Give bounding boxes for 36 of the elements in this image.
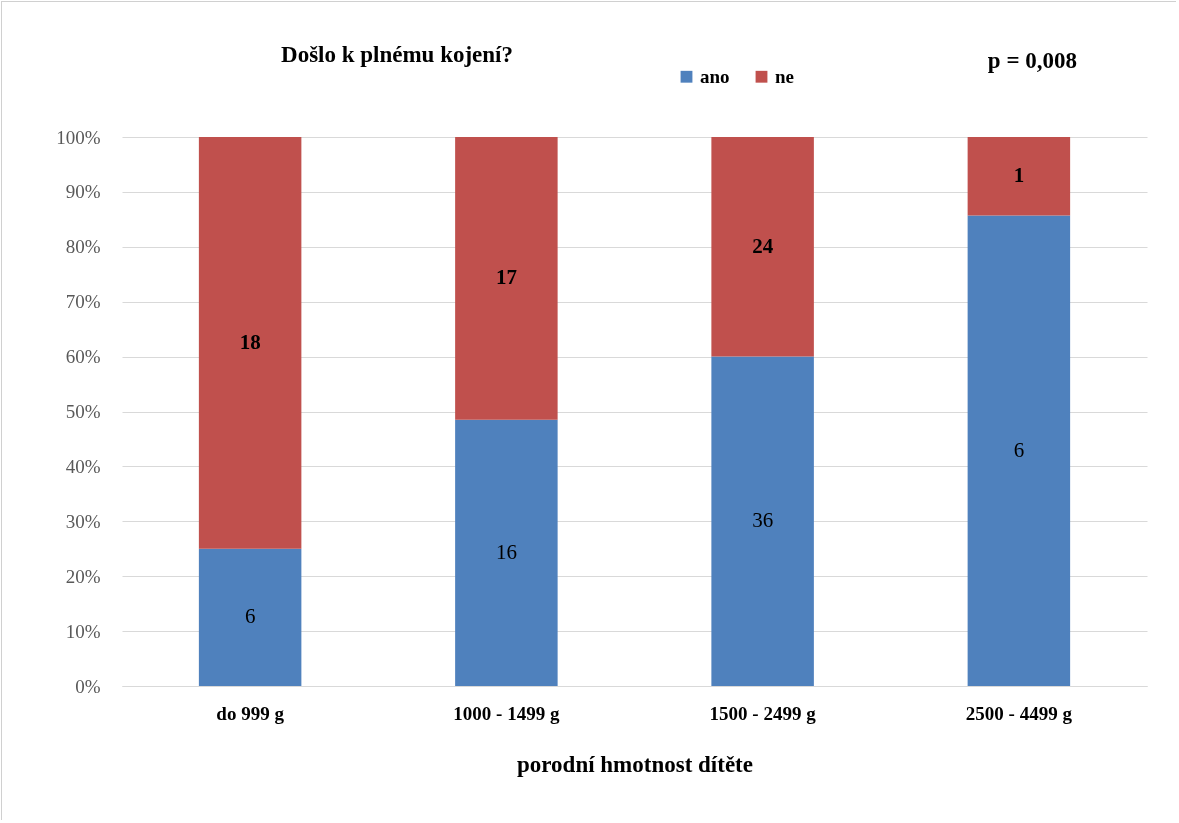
y-tick-label: 80% (65, 236, 101, 258)
annotation: 16 (495, 539, 517, 564)
x-tick-label: 2500 - 4499 g (965, 702, 1073, 724)
y-tick-label: 100% (56, 126, 101, 148)
bar (967, 215, 1071, 686)
x-tick-label: 1500 - 2499 g (709, 702, 817, 724)
annotation: 18 (239, 329, 261, 354)
y-tick-label: 90% (65, 181, 101, 203)
y-tick-label: 10% (65, 620, 101, 642)
x-tick-label: 1000 - 1499 g (453, 702, 560, 724)
y-tick-label: 20% (65, 565, 101, 587)
y-tick-label: 30% (65, 510, 101, 532)
annotation: 1 (1013, 163, 1025, 188)
annotation: 24 (752, 233, 774, 258)
bar (198, 548, 302, 686)
x-tick-label: do 999 g (216, 702, 285, 724)
bar (198, 137, 302, 549)
y-tick-label: 50% (65, 401, 101, 422)
bar (455, 419, 558, 686)
y-tick-label: 70% (65, 291, 101, 313)
bar (967, 137, 1071, 216)
legend-label: ano (700, 65, 730, 87)
bar (711, 356, 814, 686)
chart-title: Došlo k plnému kojení? (281, 42, 513, 67)
y-tick-label: 0% (75, 675, 101, 697)
annotation: 36 (752, 508, 774, 533)
text: p = 0,008 (987, 48, 1077, 73)
annotation: 6 (244, 604, 256, 629)
y-tick-label: 60% (65, 346, 101, 368)
annotation: 17 (495, 265, 517, 290)
y-tick-label: 40% (65, 455, 101, 477)
bar (711, 137, 814, 357)
legend-label: ne (775, 65, 794, 87)
annotation: 6 (1013, 437, 1025, 462)
x-axis-title: porodní hmotnost dítěte (517, 751, 753, 777)
bar (455, 137, 558, 420)
